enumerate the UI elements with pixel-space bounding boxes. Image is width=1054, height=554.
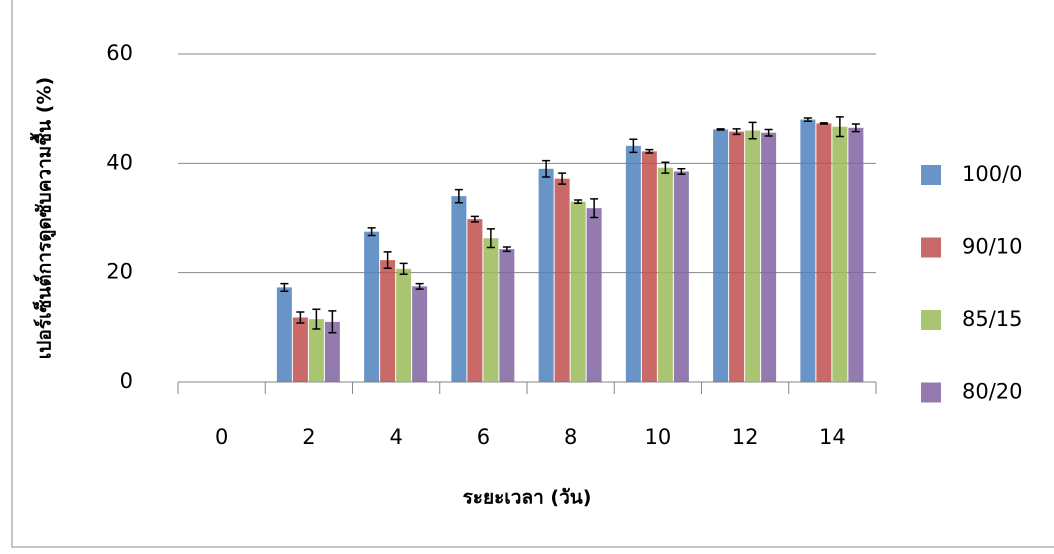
error-bar [629,138,638,154]
bar [641,151,657,382]
error-bar [764,128,773,137]
bar [483,238,499,382]
x-axis-title: ระยะเวลา (วัน) [463,487,592,509]
legend-label: 90/10 [962,235,1023,259]
bar [499,249,515,382]
x-tick-label: 2 [302,425,315,449]
bar [586,208,602,382]
error-bar [399,262,408,276]
legend-swatch [921,237,941,258]
error-bar [732,128,741,136]
error-bar [383,251,392,270]
bar [745,130,761,382]
error-bar [328,310,337,334]
bar [324,321,340,382]
error-bar [280,282,289,293]
bar [713,129,729,382]
bar [570,201,586,382]
bar [832,126,848,382]
error-bar [819,122,828,125]
legend-label: 100/0 [962,162,1023,186]
x-tick-label: 4 [389,425,402,449]
error-bar [367,227,376,237]
legend-label: 80/20 [962,380,1023,404]
error-bar [558,172,567,185]
bar [848,127,864,382]
x-tick-label: 6 [477,425,490,449]
x-tick-label: 10 [645,425,672,449]
legend-label: 85/15 [962,307,1023,331]
x-tick-label: 8 [564,425,577,449]
error-bar [590,198,599,219]
bar [308,319,324,382]
error-bar [748,121,757,140]
error-bar [716,128,725,131]
bar [729,131,745,382]
x-tick-label: 0 [215,425,228,449]
error-bar [312,308,321,330]
bar [364,231,380,382]
legend-swatch [921,165,941,185]
bar [412,286,428,382]
chart-frame [11,0,1054,548]
x-tick-label: 14 [819,425,846,449]
bar [800,119,816,382]
error-bar [470,215,479,223]
bar [554,178,570,382]
error-bar [486,228,495,249]
bar [761,132,777,382]
error-bar [835,116,844,138]
error-bar [296,311,305,324]
bar [467,219,483,382]
error-bar [454,188,463,204]
error-bar [803,117,812,122]
y-axis-title: เปอร์เซ็นต์การดูดซับความชื้น (%) [30,77,57,359]
y-tick-label: 0 [120,369,133,393]
bar [292,317,308,382]
bar [276,287,292,382]
error-bar [542,159,551,178]
error-bar [415,282,424,290]
y-tick-label: 60 [106,41,133,65]
error-bar [502,246,511,253]
error-bar [677,168,686,176]
bar [816,123,832,382]
bar [451,196,467,382]
error-bar [574,199,583,204]
legend-swatch [921,310,941,330]
bar [396,268,412,382]
bar [538,168,554,382]
y-tick-label: 40 [106,150,133,174]
bar [673,171,689,382]
error-bar [661,161,670,174]
bar [380,260,396,382]
error-bar [851,123,860,133]
bar [625,145,641,382]
y-tick-label: 20 [106,260,133,284]
bar [657,167,673,382]
legend-swatch [921,382,941,403]
x-tick-label: 12 [732,425,759,449]
error-bar [645,148,654,154]
